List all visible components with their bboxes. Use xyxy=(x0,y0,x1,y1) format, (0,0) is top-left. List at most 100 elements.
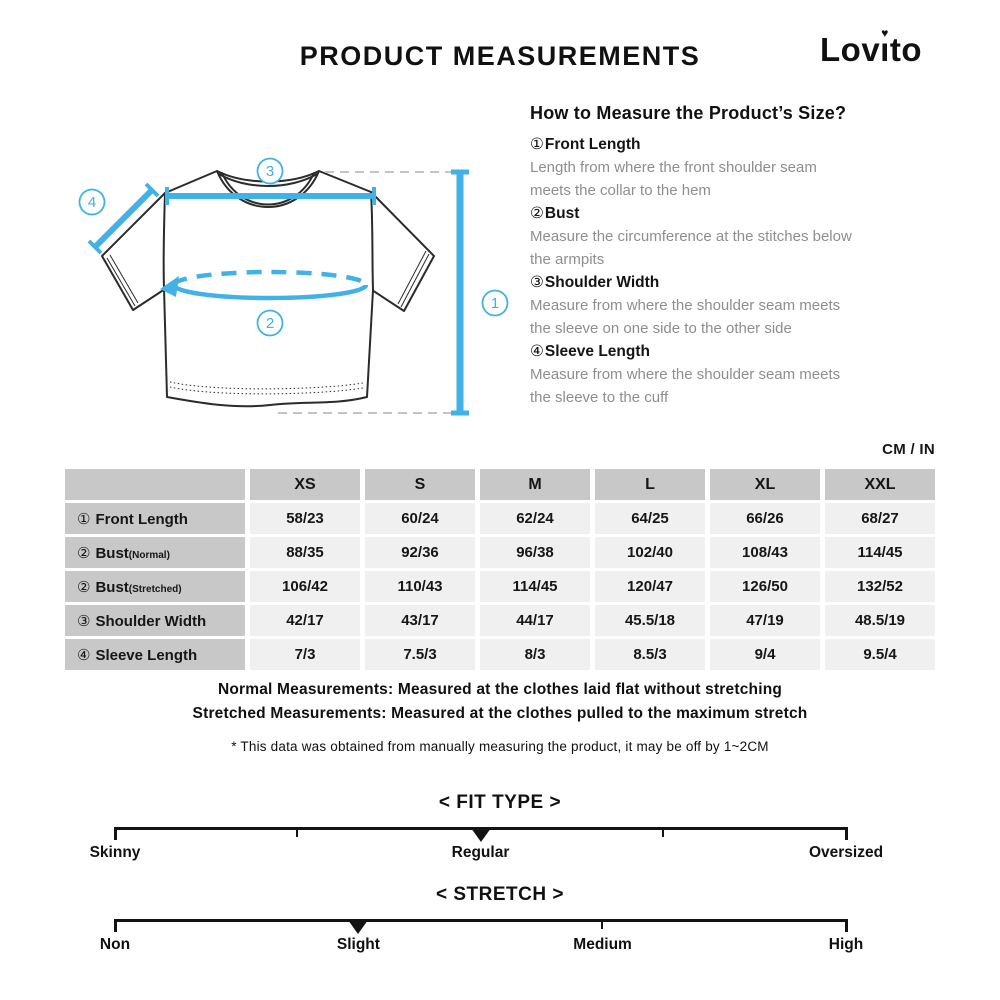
scale-label: Regular xyxy=(451,844,510,861)
measure-step-desc: the sleeve on one side to the other side xyxy=(530,320,792,337)
circled-number: ② xyxy=(77,544,91,562)
size-column-header: XL xyxy=(710,469,820,500)
table-row: ④ Sleeve Length 7/3 7.5/3 8/3 8.5/3 9/4 9.5/4 xyxy=(65,639,935,670)
scale-label: Medium xyxy=(573,936,632,953)
row-label-text: Shoulder Width xyxy=(95,612,207,630)
size-cell: 7/3 xyxy=(250,639,360,670)
circled-number: ② xyxy=(530,205,544,222)
row-label: ② Bust(Stretched) xyxy=(65,571,245,602)
size-cell: 68/27 xyxy=(825,503,935,534)
size-cell: 9.5/4 xyxy=(825,639,935,670)
circled-number: ③ xyxy=(77,612,91,630)
table-corner-cell xyxy=(65,469,245,500)
stitch-lines xyxy=(106,250,430,395)
measure-step-desc: meets the collar to the hem xyxy=(530,182,711,199)
measure-step-desc: Measure from where the shoulder seam mee… xyxy=(530,297,841,314)
size-cell: 43/17 xyxy=(365,605,475,636)
measure-step-title: ④Sleeve Length xyxy=(530,340,892,363)
fit-type-title: < FIT TYPE > xyxy=(438,792,562,813)
measure-step-desc: the sleeve to the cuff xyxy=(530,389,669,406)
size-cell: 106/42 xyxy=(250,571,360,602)
size-table: XS S M L XL XXL ① Front Length 58/23 60/24 62/24 64… xyxy=(60,466,940,673)
stretched-measurements-note: Stretched Measurements: Measured at the … xyxy=(192,705,808,722)
size-cell: 62/24 xyxy=(480,503,590,534)
size-cell: 58/23 xyxy=(250,503,360,534)
scale-label: Non xyxy=(99,936,131,953)
size-cell: 42/17 xyxy=(250,605,360,636)
badge-4: 4 xyxy=(88,194,96,211)
size-cell: 110/43 xyxy=(365,571,475,602)
scale-label: High xyxy=(828,936,864,953)
badge-1: 1 xyxy=(491,295,499,312)
measure-step-title: ①Front Length xyxy=(530,133,892,156)
size-cell: 8/3 xyxy=(480,639,590,670)
row-label-text: Sleeve Length xyxy=(95,646,198,664)
size-cell: 48.5/19 xyxy=(825,605,935,636)
size-cell: 8.5/3 xyxy=(595,639,705,670)
measure-step-desc: Measure the circumference at the stitche… xyxy=(530,228,852,245)
measure-step-name: Sleeve Length xyxy=(544,343,650,360)
brand-logo: Lovı ♥ to xyxy=(820,26,922,69)
table-row: ② Bust(Normal) 88/35 92/36 96/38 102/40 108/43… xyxy=(65,537,935,568)
tshirt-diagram: 1 2 3 4 xyxy=(78,157,509,416)
circled-number: ① xyxy=(530,136,544,153)
unit-label: CM / IN xyxy=(882,441,935,458)
scale-label: Oversized xyxy=(808,844,884,861)
scale-tick xyxy=(844,919,848,932)
stretch-scale: < STRETCH > Non Slight Medium High xyxy=(0,884,1000,974)
row-label-text: Front Length xyxy=(95,510,188,528)
scale-tick xyxy=(296,827,299,837)
badge-2: 2 xyxy=(266,315,274,332)
measure-step-desc: Length from where the front shoulder sea… xyxy=(530,159,817,176)
row-label-subtext: (Normal) xyxy=(128,549,170,561)
measure-step-name: Front Length xyxy=(544,136,641,153)
normal-measurements-note: Normal Measurements: Measured at the clo… xyxy=(217,681,783,698)
measure-step-desc: the armpits xyxy=(530,251,605,268)
how-to-measure-section: How to Measure the Product’s Size? ①Fron… xyxy=(530,103,892,409)
scale-tick xyxy=(113,919,117,932)
how-to-heading: How to Measure the Product’s Size? xyxy=(530,103,847,123)
scale-body-1: Non Slight Medium High xyxy=(0,919,1000,969)
size-cell: 60/24 xyxy=(365,503,475,534)
size-cell: 132/52 xyxy=(825,571,935,602)
front-collar-outer xyxy=(216,170,320,208)
guide-dashed-lines xyxy=(278,171,451,414)
row-label-text: Bust xyxy=(95,578,129,596)
bust-measure-ellipse xyxy=(171,284,369,301)
scale-tick xyxy=(113,827,117,840)
stretch-title: < STRETCH > xyxy=(436,884,564,905)
front-collar-inner xyxy=(221,172,315,206)
table-header-row: XS S M L XL XXL xyxy=(65,469,935,500)
row-label-subtext: (Stretched) xyxy=(128,583,182,595)
sleeve-length-measure-line xyxy=(92,187,155,250)
size-cell: 9/4 xyxy=(710,639,820,670)
size-cell: 47/19 xyxy=(710,605,820,636)
brand-text-pre: Lov xyxy=(820,31,881,68)
size-cell: 96/38 xyxy=(480,537,590,568)
bust-arrowhead xyxy=(160,276,179,297)
scale-tick xyxy=(844,827,848,840)
size-cell: 102/40 xyxy=(595,537,705,568)
brand-letter-i: ı ♥ xyxy=(880,26,890,68)
tshirt-outline xyxy=(101,170,435,408)
size-cell: 114/45 xyxy=(480,571,590,602)
row-label-text: Bust xyxy=(95,544,129,562)
table-row: ① Front Length 58/23 60/24 62/24 64/25 66/26 68… xyxy=(65,503,935,534)
size-cell: 120/47 xyxy=(595,571,705,602)
size-cell: 45.5/18 xyxy=(595,605,705,636)
size-cell: 88/35 xyxy=(250,537,360,568)
size-cell: 66/26 xyxy=(710,503,820,534)
circled-number: ① xyxy=(77,510,91,528)
size-column-header: S xyxy=(365,469,475,500)
circled-number: ② xyxy=(77,578,91,596)
tshirt-right-sleeve xyxy=(370,191,435,312)
page-title: PRODUCT MEASUREMENTS xyxy=(299,41,701,71)
scale-line xyxy=(115,919,846,922)
scale-label: Skinny xyxy=(89,844,141,861)
measure-steps-list: ①Front Length Length from where the front… xyxy=(530,133,892,409)
heart-icon: ♥ xyxy=(881,26,889,40)
badge-3: 3 xyxy=(266,163,274,180)
fit-type-scale: < FIT TYPE > Skinny Regular Oversized xyxy=(0,792,1000,882)
measure-step-name: Shoulder Width xyxy=(544,274,660,291)
